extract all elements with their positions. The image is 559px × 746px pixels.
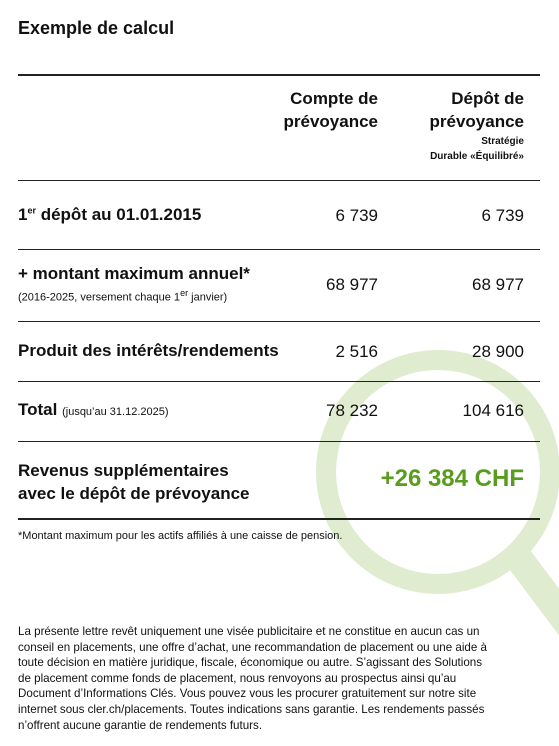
note-part: janvier) [188, 291, 228, 304]
disclaimer-line: Document d’Informations Clés. Vous pouve… [18, 687, 477, 701]
rule [18, 180, 540, 181]
row-label: Revenus supplémentaires avec le dépôt de… [18, 459, 250, 505]
row-label: + montant maximum annuel* [18, 264, 250, 283]
cell: 104 616 [462, 401, 524, 420]
title: Exemple de calcul [18, 18, 175, 38]
column-header: Dépôt de prévoyance [430, 87, 525, 133]
superscript: er [180, 288, 189, 298]
disclaimer: La présente lettre revêt uniquement une … [18, 624, 487, 733]
cell: 28 900 [472, 342, 524, 361]
magnifier-ring [316, 350, 559, 594]
column-note: Durable «Équilibré» [430, 151, 524, 162]
column-note: Stratégie [481, 136, 524, 147]
row-note: (2016-2025, versement chaque 1er janvier… [18, 288, 227, 304]
rule [18, 518, 540, 520]
disclaimer-line: n’offrent aucune garantie de rendements … [18, 718, 263, 732]
disclaimer-line: toute décision en matière juridique, fis… [18, 656, 483, 670]
disclaimer-line: conseil en placements, une offre d’achat… [18, 640, 487, 654]
cell: 68 977 [326, 275, 378, 294]
rule [18, 441, 540, 442]
cell: 68 977 [472, 275, 524, 294]
cell: 6 739 [335, 206, 378, 225]
rule [18, 74, 540, 76]
disclaimer-line: internet sous cler.ch/placements. Toutes… [18, 702, 485, 716]
label-part: 1 [18, 205, 28, 224]
cell: 6 739 [481, 206, 524, 225]
rule [18, 381, 540, 382]
row-label: Produit des intérêts/rendements [18, 341, 279, 360]
cell: 78 232 [326, 401, 378, 420]
row-note: (jusqu’au 31.12.2025) [62, 406, 169, 418]
note-part: (2016-2025, versement chaque 1 [18, 291, 181, 304]
magnifier-handle [506, 546, 559, 636]
cell: 2 516 [335, 342, 378, 361]
highlight-value: +26 384 CHF [380, 465, 524, 492]
superscript: er [27, 205, 36, 216]
column-header-line: Dépôt de [451, 89, 524, 108]
row-label: Total (jusqu’au 31.12.2025) [18, 400, 169, 420]
rule [18, 321, 540, 322]
label-line: Revenus supplémentaires [18, 461, 229, 480]
label-part: dépôt au 01.01.2015 [35, 205, 202, 224]
label-part: Total [18, 400, 58, 419]
row-label: 1er dépôt au 01.01.2015 [18, 205, 201, 225]
column-header-line: prévoyance [429, 112, 525, 131]
disclaimer-line: de placement comme fonds de placement, n… [18, 671, 457, 685]
column-header-line: prévoyance [283, 112, 379, 131]
label-line: avec le dépôt de prévoyance [18, 484, 250, 503]
column-header-line: Compte de [290, 89, 378, 108]
column-header: Compte de prévoyance [284, 87, 379, 133]
disclaimer-line: La présente lettre revêt uniquement une … [18, 625, 480, 638]
column-subheader: Stratégie Durable «Équilibré» [430, 134, 524, 164]
rule [18, 249, 540, 250]
footnote: *Montant maximum pour les actifs affilié… [18, 530, 343, 542]
